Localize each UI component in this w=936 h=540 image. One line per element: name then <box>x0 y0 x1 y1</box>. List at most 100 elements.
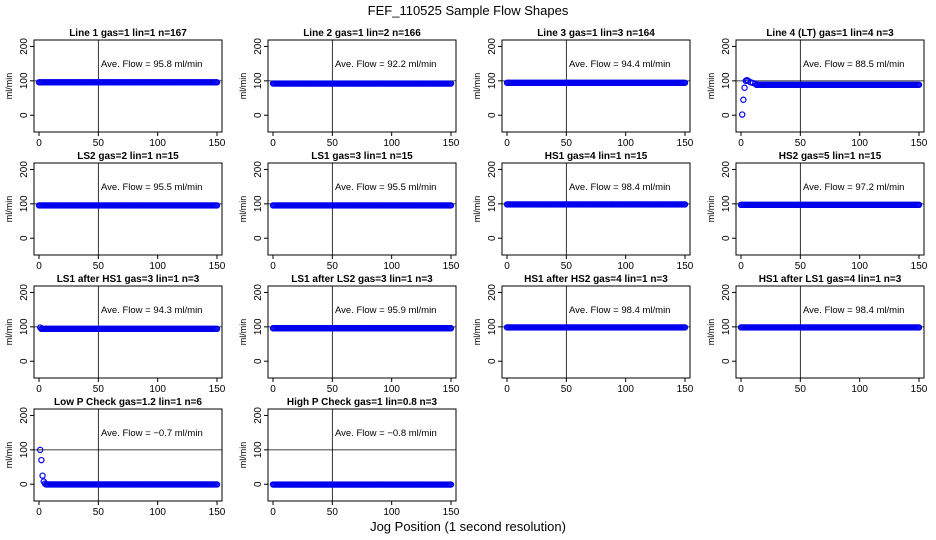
y-tick-label: 0 <box>721 112 732 118</box>
x-tick-label: 0 <box>504 384 510 395</box>
y-tick-label: 0 <box>487 112 498 118</box>
plot-frame <box>501 39 691 133</box>
y-tick-label: 0 <box>253 358 264 364</box>
panel-4: Line 4 (LT) gas=1 lin=4 n=3 0 50 100 150 0 100… <box>706 28 928 149</box>
plot-frame <box>33 39 223 133</box>
panel-13: Low P Check gas=1.2 lin=1 n=6 0 50 100 150 0 1… <box>4 397 226 518</box>
y-tick-label: 200 <box>721 161 732 178</box>
x-tick-label: 50 <box>561 261 573 272</box>
y-axis-label: ml/min <box>4 319 14 346</box>
x-tick-label: 100 <box>851 261 868 272</box>
x-tick-label: 150 <box>443 138 460 149</box>
y-tick-label: 200 <box>19 284 30 301</box>
x-tick-label: 150 <box>911 261 928 272</box>
y-tick-label: 0 <box>487 358 498 364</box>
panel-8: HS2 gas=5 lin=1 n=15 0 50 100 150 0 100 200 ml/m… <box>706 151 928 272</box>
x-tick-label: 50 <box>795 384 807 395</box>
panel-title: HS1 gas=4 lin=1 n=15 <box>545 151 648 162</box>
y-axis-label: ml/min <box>4 73 14 100</box>
x-tick-label: 0 <box>738 261 744 272</box>
panel-title: LS1 gas=3 lin=1 n=15 <box>311 151 413 162</box>
x-tick-label: 50 <box>327 138 339 149</box>
x-tick-label: 0 <box>738 138 744 149</box>
y-axis-label: ml/min <box>4 196 14 223</box>
x-tick-label: 150 <box>443 507 460 518</box>
x-tick-label: 0 <box>36 507 42 518</box>
y-tick-label: 200 <box>19 407 30 424</box>
y-tick-label: 100 <box>487 72 498 89</box>
data-points <box>35 202 221 209</box>
panel-title: LS1 after HS1 gas=3 lin=1 n=3 <box>57 274 200 285</box>
y-axis-label: ml/min <box>706 196 716 223</box>
x-tick-label: 0 <box>270 261 276 272</box>
average-flow-annotation: Ave. Flow = 98.4 ml/min <box>569 305 670 316</box>
panel-title: HS1 after LS1 gas=4 lin=1 n=3 <box>759 274 902 285</box>
x-tick-label: 100 <box>617 138 634 149</box>
panel-6: LS1 gas=3 lin=1 n=15 0 50 100 150 0 100 200 ml/m… <box>238 151 460 272</box>
x-tick-label: 100 <box>617 384 634 395</box>
plot-frame <box>267 39 457 133</box>
panel-grid: Line 1 gas=1 lin=1 n=167 0 50 100 150 0 100 200… <box>4 28 928 518</box>
panel-title: High P Check gas=1 lin=0.8 n=3 <box>287 397 438 408</box>
y-tick-label: 0 <box>253 112 264 118</box>
panel-title: HS1 after HS2 gas=4 lin=1 n=3 <box>524 274 668 285</box>
y-tick-label: 100 <box>19 72 30 89</box>
panel-10: LS1 after LS2 gas=3 lin=1 n=3 0 50 100 150 0 1… <box>238 274 460 395</box>
data-point <box>915 324 923 331</box>
plot-frame <box>267 285 457 379</box>
panel-12: HS1 after LS1 gas=4 lin=1 n=3 0 50 100 150 0 1… <box>706 274 928 395</box>
x-axis-label: Jog Position (1 second resolution) <box>370 519 566 534</box>
data-point <box>447 202 455 209</box>
average-flow-annotation: Ave. Flow = 95.8 ml/min <box>101 59 202 70</box>
x-tick-label: 0 <box>36 261 42 272</box>
y-tick-label: 100 <box>721 318 732 335</box>
y-axis-label: ml/min <box>472 319 482 346</box>
x-tick-label: 100 <box>617 261 634 272</box>
x-tick-label: 50 <box>327 384 339 395</box>
data-points <box>269 202 455 209</box>
y-tick-label: 100 <box>253 318 264 335</box>
y-tick-label: 100 <box>253 441 264 458</box>
y-axis-label: ml/min <box>238 196 248 223</box>
average-flow-annotation: Ave. Flow = 95.9 ml/min <box>335 305 436 316</box>
average-flow-annotation: Ave. Flow = 94.3 ml/min <box>101 305 202 316</box>
y-axis-label: ml/min <box>238 73 248 100</box>
x-tick-label: 150 <box>677 384 694 395</box>
x-tick-label: 150 <box>677 261 694 272</box>
data-points <box>269 80 455 87</box>
data-point <box>447 325 455 332</box>
panel-title: Low P Check gas=1.2 lin=1 n=6 <box>54 397 202 408</box>
y-tick-label: 100 <box>19 318 30 335</box>
plot-frame <box>501 285 691 379</box>
x-tick-label: 50 <box>93 261 105 272</box>
panel-title: LS1 after LS2 gas=3 lin=1 n=3 <box>291 274 433 285</box>
data-point <box>36 446 44 454</box>
panel-title: Line 3 gas=1 lin=3 n=164 <box>537 28 655 39</box>
x-tick-label: 100 <box>383 261 400 272</box>
panel-2: Line 2 gas=1 lin=2 n=166 0 50 100 150 0 100 200… <box>238 28 460 149</box>
x-tick-label: 150 <box>209 507 226 518</box>
panel-1: Line 1 gas=1 lin=1 n=167 0 50 100 150 0 100 200… <box>4 28 226 149</box>
x-tick-label: 100 <box>149 384 166 395</box>
y-tick-label: 100 <box>19 441 30 458</box>
y-tick-label: 0 <box>19 235 30 241</box>
y-tick-label: 200 <box>253 407 264 424</box>
y-tick-label: 200 <box>19 161 30 178</box>
average-flow-annotation: Ave. Flow = 98.4 ml/min <box>569 182 670 193</box>
data-point <box>38 456 45 464</box>
x-tick-label: 0 <box>270 384 276 395</box>
data-point <box>39 472 46 479</box>
data-point <box>740 96 747 103</box>
x-tick-label: 50 <box>561 384 573 395</box>
y-tick-label: 100 <box>487 195 498 212</box>
y-axis-label: ml/min <box>706 73 716 100</box>
y-tick-label: 100 <box>253 72 264 89</box>
y-tick-label: 200 <box>487 161 498 178</box>
y-tick-label: 0 <box>19 112 30 118</box>
y-tick-label: 100 <box>721 72 732 89</box>
y-tick-label: 100 <box>721 195 732 212</box>
data-point <box>915 201 923 209</box>
y-tick-label: 100 <box>253 195 264 212</box>
y-tick-label: 100 <box>487 318 498 335</box>
panel-9: LS1 after HS1 gas=3 lin=1 n=3 0 50 100 150 0 1… <box>4 274 226 395</box>
